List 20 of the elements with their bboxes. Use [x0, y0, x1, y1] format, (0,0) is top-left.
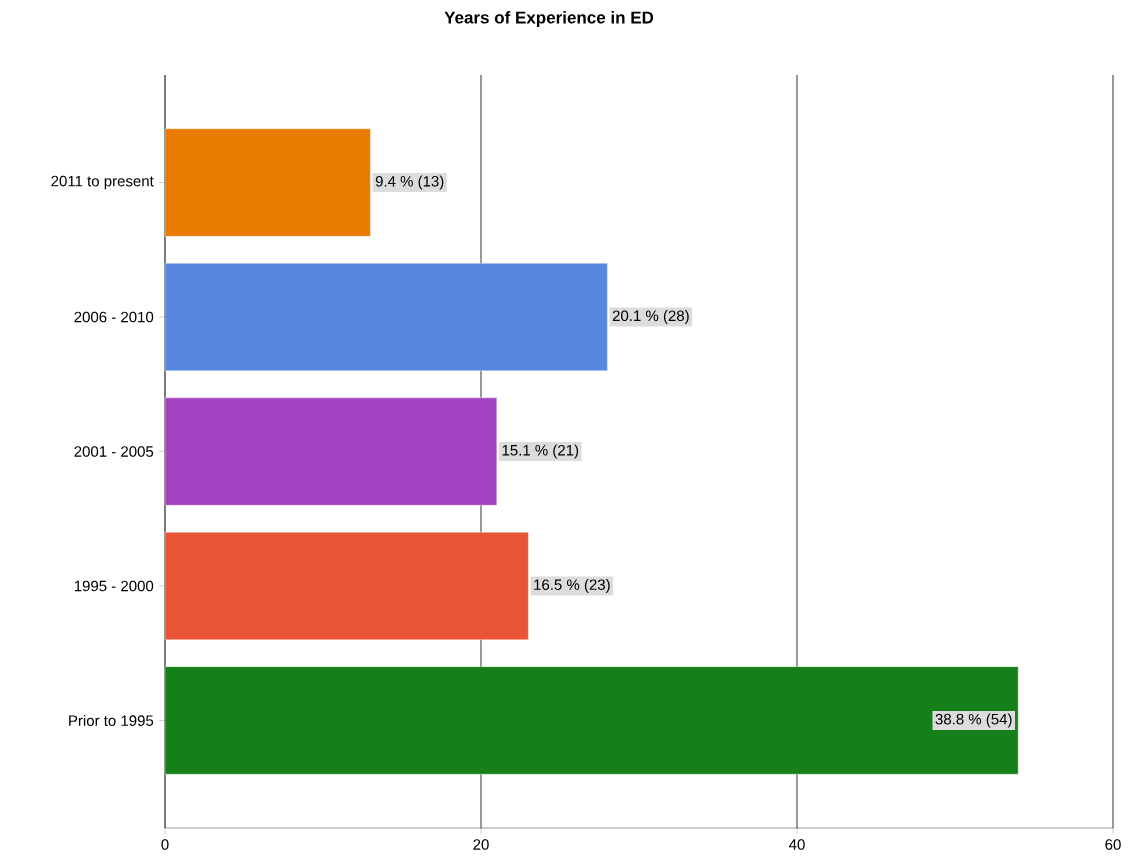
y-tick-label: 2006 - 2010 [74, 311, 154, 323]
x-tick-label: 60 [1105, 839, 1121, 850]
y-tick-label: 2001 - 2005 [74, 446, 154, 457]
bar [164, 263, 608, 372]
chart-title: Years of Experience in ED [444, 11, 654, 27]
bar [164, 531, 529, 640]
y-tick-label: 2011 to present [51, 175, 154, 190]
data-label: 15.1 % (21) [502, 444, 579, 459]
data-label: 38.8 % (54) [935, 713, 1012, 728]
x-tick-label: 40 [789, 839, 805, 850]
y-tick-label: 1995 - 2000 [74, 580, 154, 592]
data-label: 9.4 % (13) [375, 175, 444, 190]
y-tick-label: Prior to 1995 [69, 714, 154, 726]
bar [164, 397, 497, 506]
x-tick-label: 0 [161, 839, 169, 850]
x-tick-label: 20 [473, 839, 489, 850]
bar [164, 128, 371, 237]
data-label: 16.5 % (23) [534, 578, 610, 593]
bar [164, 666, 1019, 775]
data-label: 20.1 % (28) [612, 310, 689, 325]
